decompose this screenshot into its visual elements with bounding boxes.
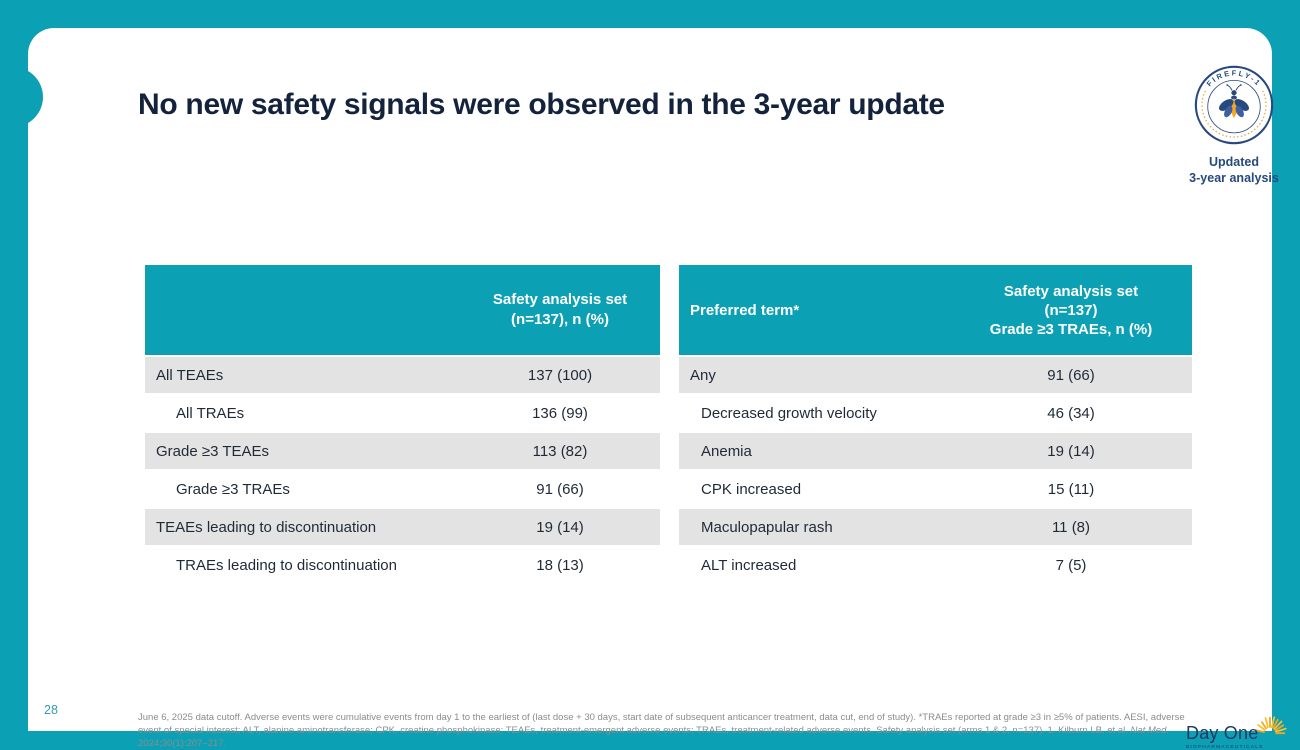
table-row: TEAEs leading to discontinuation 19 (14) — [145, 509, 660, 545]
day-one-logo: Day One BIOPHARMACEUTICALS — [1186, 716, 1294, 750]
badge-caption: Updated 3-year analysis — [1154, 154, 1300, 186]
table-row: Anemia 19 (14) — [679, 433, 1192, 469]
table-grade3-traes: Preferred term* Safety analysis set (n=1… — [679, 265, 1192, 583]
page-number: 28 — [44, 703, 58, 717]
table-body: All TEAEs 137 (100) All TRAEs 136 (99) G… — [145, 357, 660, 583]
table-row: CPK increased 15 (11) — [679, 471, 1192, 507]
table-row: Any 91 (66) — [679, 357, 1192, 393]
table-row: ALT increased 7 (5) — [679, 547, 1192, 583]
table-row: All TRAEs 136 (99) — [145, 395, 660, 431]
table-row: Grade ≥3 TEAEs 113 (82) — [145, 433, 660, 469]
table-teae-summary: Safety analysis set (n=137), n (%) All T… — [145, 265, 660, 583]
firefly-glyph — [1219, 84, 1249, 119]
table-body: Any 91 (66) Decreased growth velocity 46… — [679, 357, 1192, 583]
table-row: All TEAEs 137 (100) — [145, 357, 660, 393]
header-col-value: Safety analysis set (n=137), n (%) — [492, 291, 628, 328]
footnote-citation-tail: 2024;30(1):207–217. — [138, 738, 227, 749]
slide-canvas: No new safety signals were observed in t… — [28, 28, 1287, 750]
logo-subtext: BIOPHARMACEUTICALS — [1186, 745, 1264, 750]
badge-caption-line1: Updated — [1209, 155, 1259, 169]
table-row: Decreased growth velocity 46 (34) — [679, 395, 1192, 431]
header-col-value: Safety analysis set (n=137) Grade ≥3 TRA… — [989, 282, 1153, 338]
firefly-study-badge: FIREFLY-1 Updated 3-year analysis — [1154, 64, 1300, 186]
table-row: Maculopapular rash 11 (8) — [679, 509, 1192, 545]
header-col-label: Preferred term* — [690, 301, 800, 319]
page-title: No new safety signals were observed in t… — [138, 88, 945, 121]
firefly-icon: FIREFLY-1 — [1194, 65, 1274, 145]
footnote-text: June 6, 2025 data cutoff. Adverse events… — [138, 712, 1185, 736]
table-row: Grade ≥3 TRAEs 91 (66) — [145, 471, 660, 507]
badge-caption-line2: 3-year analysis — [1189, 171, 1279, 185]
table-row: TRAEs leading to discontinuation 18 (13) — [145, 547, 660, 583]
logo-wordmark: Day One — [1186, 723, 1259, 743]
table-header: Preferred term* Safety analysis set (n=1… — [679, 265, 1192, 355]
table-header: Safety analysis set (n=137), n (%) — [145, 265, 660, 355]
